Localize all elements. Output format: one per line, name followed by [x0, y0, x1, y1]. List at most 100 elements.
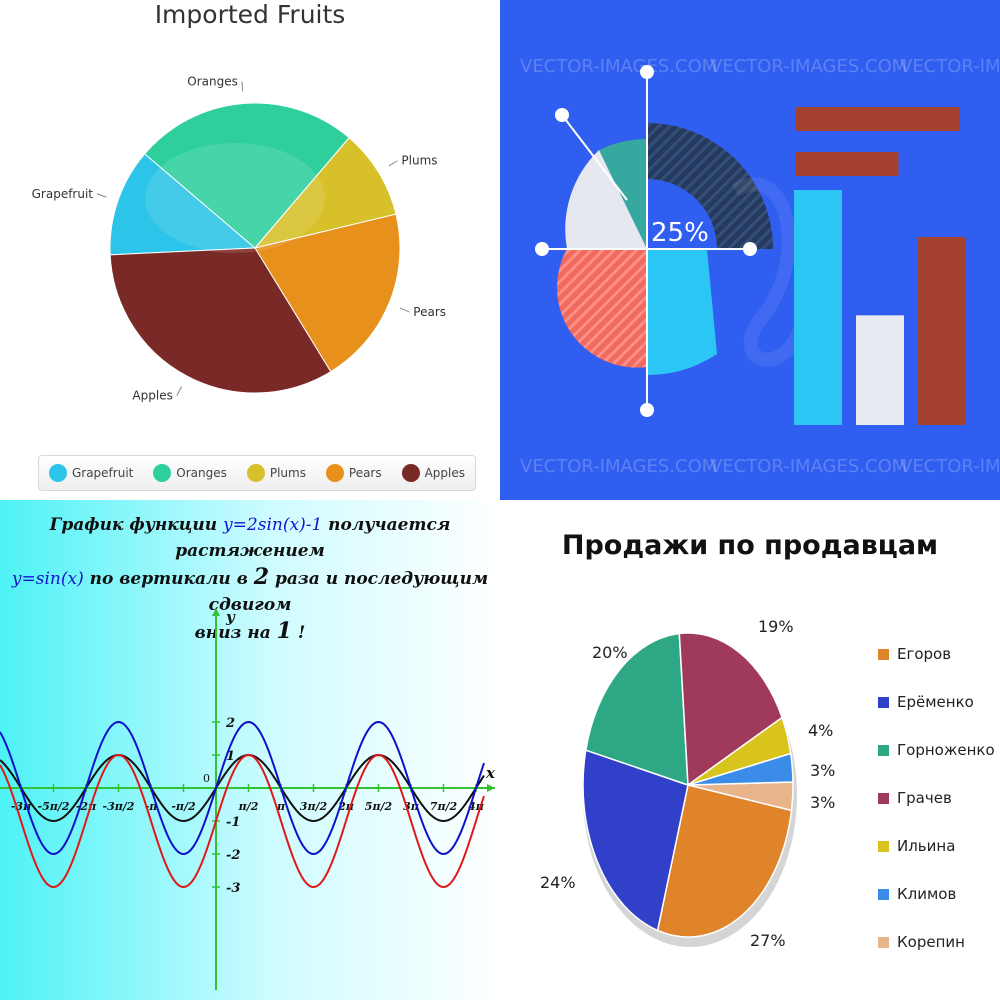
- origin-label: 0: [203, 772, 210, 785]
- pie-slice: [678, 632, 783, 787]
- legend-item: Егоров: [878, 630, 998, 678]
- y-tick-label: -3: [226, 881, 240, 896]
- watermark-text: VECTOR-IMAGES.COM: [900, 456, 1000, 477]
- legend-swatch: [325, 464, 344, 482]
- axis-dot: [555, 108, 569, 122]
- legend-label: Apples: [424, 466, 465, 480]
- pie-slice: [144, 102, 350, 249]
- legend-label: Pears: [348, 466, 382, 480]
- leader-line: [241, 81, 244, 92]
- slice-percent-label: 19%: [758, 617, 794, 636]
- infographic-svg: VECTOR-IMAGES.COMVECTOR-IMAGES.COMVECTOR…: [520, 56, 1000, 477]
- slice-percent-label: 27%: [750, 931, 786, 950]
- watermark-text: VECTOR-IMAGES.COM: [710, 56, 907, 77]
- legend-swatch: [878, 648, 889, 660]
- pie-slice: [565, 150, 647, 249]
- legend-label: Ерёменко: [897, 693, 974, 711]
- pie-slice: [557, 249, 647, 368]
- legend-label: Горноженко: [897, 741, 995, 759]
- leader-line: [399, 307, 410, 313]
- slice-percent-label: 20%: [592, 643, 628, 662]
- function-graph: График функции y=2sin(x)-1 получается ра…: [0, 500, 500, 1000]
- legend-item: Горноженко: [878, 726, 998, 774]
- legend-item: Apples: [401, 464, 465, 482]
- pie-slice: [584, 632, 689, 787]
- legend-item: Oranges: [153, 464, 227, 482]
- pie-slice: [647, 249, 707, 375]
- sales-by-seller-chart: Продажи по продавцам 3% 27% 24% 20% 19% 4% 3% …: [500, 500, 1000, 1000]
- x-tick-label: 3π/2: [300, 800, 328, 813]
- legend-swatch: [878, 744, 889, 756]
- x-tick-label: -3π/2: [103, 800, 135, 813]
- curve-2sin-minus-1: [0, 754, 485, 888]
- slice-percent-label: 4%: [808, 721, 833, 740]
- function-plot-svg: xy0-3π -5π/2 -2π -3π/2 -π -π/2 π/2 π 3π/2 2π 5π/2 3…: [0, 608, 496, 990]
- imported-fruits-chart: Imported Fruits Grapefruit Oranges Plums Pe…: [0, 0, 500, 500]
- watermark-text: VECTOR-IMAGES.COM: [520, 456, 717, 477]
- slice-percent-label: 3%: [810, 793, 835, 812]
- legend-label: Grapefruit: [71, 466, 134, 480]
- axis-line: [561, 114, 628, 201]
- axis-dot: [743, 242, 757, 256]
- axis-dot: [640, 403, 654, 417]
- vertical-bar: [918, 237, 966, 425]
- leader-line: [388, 160, 398, 167]
- legend-item: Климов: [878, 870, 998, 918]
- caption-formula: y=sin(x): [11, 569, 84, 589]
- curve-2sin: [0, 721, 485, 855]
- leader-line: [176, 386, 182, 396]
- legend-item: Ерёменко: [878, 678, 998, 726]
- slice-label: Apples: [132, 389, 172, 403]
- watermark-text: VECTOR-IMAGES.COM: [900, 56, 1000, 77]
- vertical-bar: [794, 190, 842, 425]
- legend-swatch: [878, 696, 889, 708]
- legend-label: Климов: [897, 885, 957, 903]
- legend-label: Егоров: [897, 645, 952, 663]
- legend-item: Корепин: [878, 918, 998, 966]
- legend-swatch: [878, 840, 889, 852]
- pie-slice: [687, 752, 794, 786]
- slice-percent-label: 3%: [810, 761, 835, 780]
- caption-formula: y=2sin(x)-1: [223, 515, 323, 535]
- donut-segment: [647, 123, 773, 249]
- leader-line: [96, 193, 107, 198]
- legend-swatch: [246, 464, 265, 482]
- chart-legend: Егоров Ерёменко Горноженко Грачев Ильина Клим…: [878, 630, 998, 966]
- slice-percent-label: 24%: [540, 873, 576, 892]
- horizontal-bar: [796, 107, 960, 131]
- caption-part: раза и последующим сдвигом: [208, 569, 489, 615]
- x-tick-label: π/2: [238, 800, 259, 813]
- pie-slice: [254, 213, 401, 373]
- watermark-text: VECTOR-IMAGES.COM: [520, 56, 717, 77]
- vertical-bar: [856, 315, 904, 425]
- curve-sin: [0, 754, 485, 822]
- legend-swatch: [48, 464, 67, 482]
- y-tick-label: 1: [226, 749, 235, 764]
- watermark-text: VECTOR-IMAGES.COM: [710, 456, 907, 477]
- legend-label: Oranges: [176, 466, 227, 480]
- graph-caption: График функции y=2sin(x)-1 получается ра…: [10, 512, 490, 646]
- legend-label: Грачев: [897, 789, 952, 807]
- caption-part: получается растяжением: [175, 515, 451, 561]
- legend-item: Grapefruit: [48, 464, 134, 482]
- fruits-pie-svg: Grapefruit Oranges Plums Pears Apples: [32, 75, 446, 403]
- legend-item: Грачев: [878, 774, 998, 822]
- legend-label: Корепин: [897, 933, 965, 951]
- legend-item: Plums: [246, 464, 306, 482]
- pie-slice: [656, 784, 793, 938]
- slice-label: Oranges: [187, 75, 238, 89]
- caption-part: по вертикали в: [83, 569, 254, 589]
- axis-dot: [535, 242, 549, 256]
- x-tick-label: -5π/2: [38, 800, 70, 813]
- decor-swirl: [731, 177, 807, 367]
- sales-pie-svg: 3% 27% 24% 20% 19% 4% 3%: [540, 617, 835, 950]
- legend-swatch: [153, 464, 172, 482]
- chart-title: Imported Fruits: [154, 0, 346, 29]
- x-tick-label: -π/2: [171, 800, 196, 813]
- legend-swatch: [401, 464, 420, 482]
- legend-item: Ильина: [878, 822, 998, 870]
- y-tick-label: -1: [226, 815, 240, 830]
- caption-part: вниз на: [194, 623, 277, 643]
- slice-label: Grapefruit: [32, 187, 94, 201]
- chart-title: Продажи по продавцам: [561, 530, 939, 561]
